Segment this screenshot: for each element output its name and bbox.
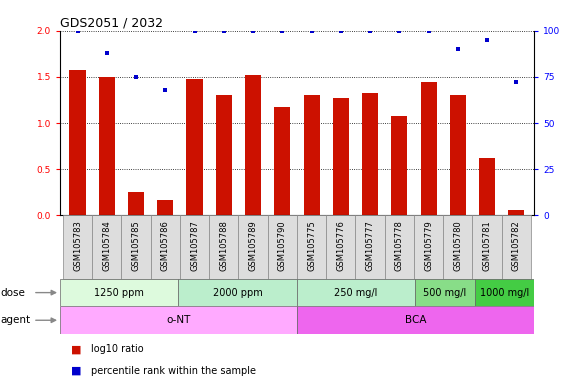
Text: GSM105790: GSM105790 xyxy=(278,220,287,271)
Bar xyxy=(268,215,297,279)
Bar xyxy=(391,116,407,215)
Text: GSM105782: GSM105782 xyxy=(512,220,521,271)
Text: o-NT: o-NT xyxy=(166,315,191,325)
Text: GSM105781: GSM105781 xyxy=(482,220,492,271)
Text: GSM105775: GSM105775 xyxy=(307,220,316,271)
Bar xyxy=(443,215,472,279)
Text: GSM105784: GSM105784 xyxy=(102,220,111,271)
Text: GSM105783: GSM105783 xyxy=(73,220,82,271)
Text: 2000 ppm: 2000 ppm xyxy=(213,288,263,298)
Text: 500 mg/l: 500 mg/l xyxy=(424,288,467,298)
Text: GSM105780: GSM105780 xyxy=(453,220,463,271)
Bar xyxy=(472,215,502,279)
Bar xyxy=(157,200,174,215)
Bar xyxy=(245,75,261,215)
Bar xyxy=(128,192,144,215)
Point xyxy=(248,28,258,34)
Bar xyxy=(60,306,297,334)
Bar xyxy=(475,279,534,306)
Bar xyxy=(450,95,466,215)
Point xyxy=(336,28,345,34)
Text: 1000 mg/l: 1000 mg/l xyxy=(480,288,529,298)
Bar xyxy=(209,215,239,279)
Bar xyxy=(479,158,495,215)
Text: ■: ■ xyxy=(71,344,82,354)
Bar xyxy=(92,215,122,279)
Point xyxy=(482,37,492,43)
Bar xyxy=(355,215,385,279)
Point xyxy=(278,28,287,34)
Text: GSM105788: GSM105788 xyxy=(219,220,228,271)
Bar xyxy=(70,70,86,215)
Text: GSM105779: GSM105779 xyxy=(424,220,433,271)
Point xyxy=(395,28,404,34)
Point xyxy=(160,87,170,93)
Bar xyxy=(414,215,443,279)
Point xyxy=(424,28,433,34)
Bar xyxy=(415,279,475,306)
Bar xyxy=(187,79,203,215)
Text: 250 mg/l: 250 mg/l xyxy=(335,288,378,298)
Bar xyxy=(63,215,92,279)
Text: BCA: BCA xyxy=(405,315,426,325)
Bar xyxy=(508,210,524,215)
Point xyxy=(512,79,521,86)
Text: GSM105778: GSM105778 xyxy=(395,220,404,271)
Bar xyxy=(333,98,349,215)
Text: 1250 ppm: 1250 ppm xyxy=(94,288,144,298)
Bar xyxy=(420,81,437,215)
Bar xyxy=(385,215,414,279)
Text: GDS2051 / 2032: GDS2051 / 2032 xyxy=(60,17,163,30)
Text: agent: agent xyxy=(0,315,30,325)
Bar xyxy=(99,77,115,215)
Point xyxy=(219,28,228,34)
Bar xyxy=(274,108,290,215)
Text: ■: ■ xyxy=(71,366,82,376)
Bar xyxy=(122,215,151,279)
Bar xyxy=(239,215,268,279)
Bar xyxy=(178,279,297,306)
Point xyxy=(102,50,111,56)
Point xyxy=(73,28,82,34)
Point xyxy=(365,28,375,34)
Bar xyxy=(297,215,326,279)
Bar xyxy=(151,215,180,279)
Bar xyxy=(502,215,531,279)
Bar xyxy=(304,95,320,215)
Text: GSM105777: GSM105777 xyxy=(365,220,375,271)
Bar xyxy=(180,215,209,279)
Point xyxy=(190,28,199,34)
Text: GSM105786: GSM105786 xyxy=(161,220,170,271)
Text: GSM105776: GSM105776 xyxy=(336,220,345,271)
Point xyxy=(307,28,316,34)
Bar xyxy=(297,279,416,306)
Point xyxy=(131,74,140,80)
Bar xyxy=(297,306,534,334)
Text: dose: dose xyxy=(0,288,25,298)
Text: percentile rank within the sample: percentile rank within the sample xyxy=(91,366,256,376)
Bar xyxy=(362,93,378,215)
Point xyxy=(453,46,463,52)
Text: log10 ratio: log10 ratio xyxy=(91,344,144,354)
Bar xyxy=(60,279,178,306)
Text: GSM105785: GSM105785 xyxy=(131,220,140,271)
Text: GSM105789: GSM105789 xyxy=(248,220,258,271)
Text: GSM105787: GSM105787 xyxy=(190,220,199,271)
Bar xyxy=(326,215,355,279)
Bar xyxy=(216,95,232,215)
